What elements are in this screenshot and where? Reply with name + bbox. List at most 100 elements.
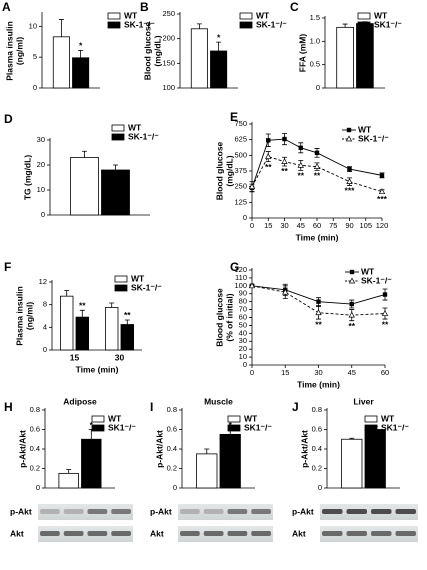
blot-band (395, 531, 416, 536)
x-tick-label: 0 (250, 368, 254, 377)
panel-title: Muscle (204, 396, 233, 406)
bar (219, 433, 241, 489)
error-bar (342, 23, 348, 28)
y-tick-label: 0 (43, 345, 47, 354)
y-axis-label: Blood glucose (214, 141, 224, 200)
y-tick-label: 1.5 (310, 13, 320, 22)
y-tick-label: 20 (239, 344, 247, 353)
blot-band (87, 531, 108, 536)
legend-swatch (239, 21, 253, 29)
legend-label: SK-1⁻/⁻ (256, 19, 287, 29)
significance: ** (297, 171, 304, 181)
legend-swatch (107, 12, 121, 20)
y-tick-label: 20 (37, 160, 45, 169)
y-tick-label: 0.2 (167, 463, 177, 472)
bar (75, 316, 90, 351)
legend-swatch (357, 12, 371, 20)
legend-swatch (227, 424, 241, 432)
y-tick-label: 0.4 (167, 444, 177, 453)
point (248, 282, 256, 289)
y-tick-label: 625 (234, 135, 247, 144)
y-tick-label: 0.4 (312, 444, 322, 453)
legend-swatch (91, 424, 105, 432)
legend-swatch (227, 415, 241, 423)
blot-label: p-Akt (10, 506, 32, 516)
y-axis-label: Blood glucose (142, 21, 152, 80)
point (379, 173, 385, 178)
blot-label: Akt (10, 528, 24, 538)
point (348, 311, 355, 318)
y-axis-label: (ng/ml) (24, 302, 34, 330)
significance: * (217, 32, 221, 42)
y-tick-label: 80 (239, 297, 247, 306)
legend-swatch (91, 415, 105, 423)
error-bar (196, 23, 202, 29)
error-bar (64, 290, 70, 297)
y-axis-label: (ng/ml) (14, 37, 24, 65)
bar (120, 324, 135, 351)
x-tick-label: 15 (70, 352, 80, 362)
panel-letter: G (230, 260, 239, 274)
bar (81, 438, 102, 489)
y-tick-label: 0.6 (312, 424, 322, 433)
y-tick-label: 10 (37, 185, 45, 194)
blot-band (322, 531, 343, 536)
significance: ** (315, 319, 322, 329)
blot-band (63, 509, 84, 514)
y-tick-label: 0.8 (167, 405, 177, 414)
point (282, 136, 287, 142)
significance: ** (314, 171, 321, 181)
blot-band (63, 531, 84, 536)
significance: ** (79, 301, 86, 311)
y-tick-label: 500 (234, 150, 247, 159)
blot-band (251, 509, 271, 514)
legend-swatch (111, 133, 125, 141)
significance: * (79, 41, 83, 51)
x-tick-label: 105 (359, 221, 372, 230)
error-bar (82, 150, 87, 158)
significance: ** (265, 162, 272, 172)
legend-swatch (114, 284, 128, 292)
y-tick-label: 60 (239, 312, 247, 321)
bar (190, 28, 208, 89)
blot-band (180, 531, 200, 536)
blot-label: p-Akt (292, 506, 314, 516)
error-bar (109, 302, 115, 308)
blot-band (203, 509, 224, 514)
y-axis-label: p-Akt/Akt (299, 430, 309, 468)
y-tick-label: 30 (37, 135, 45, 144)
legend-label: SK-1⁻/⁻ (128, 131, 159, 141)
y-tick-label: 30 (239, 336, 247, 345)
x-tick-label: 60 (313, 221, 321, 230)
blot-band (87, 509, 108, 514)
y-tick-label: 0 (318, 483, 322, 492)
blot-band (395, 509, 416, 514)
legend-marker (349, 269, 355, 275)
blot-strip (38, 526, 133, 542)
blot-band (371, 531, 392, 536)
y-tick-label: 250 (234, 182, 247, 191)
y-tick-label: 200 (162, 34, 175, 43)
blot-strip (320, 504, 418, 520)
error-bar (227, 429, 233, 435)
significance: ** (382, 319, 389, 329)
bar (196, 453, 218, 489)
significance: *** (377, 194, 388, 204)
legend-label: WT (361, 266, 375, 276)
x-tick-label: 90 (345, 221, 353, 230)
significance: ** (281, 166, 288, 176)
legend-label: SK1⁻/⁻ (244, 422, 272, 432)
point (381, 310, 389, 316)
x-tick-label: 0 (250, 221, 254, 230)
y-tick-label: 5 (33, 52, 37, 61)
y-tick-label: 120 (234, 265, 247, 274)
y-tick-label: 0 (41, 210, 45, 219)
bar (364, 429, 386, 489)
y-axis-label: Blood glucose (214, 288, 224, 347)
error-bar (204, 448, 210, 454)
legend-label: WT (108, 413, 122, 423)
y-tick-label: 100 (162, 83, 175, 92)
y-axis-label: p-Akt/Akt (17, 430, 27, 468)
blot-band (111, 509, 131, 514)
error-bar (113, 164, 118, 170)
